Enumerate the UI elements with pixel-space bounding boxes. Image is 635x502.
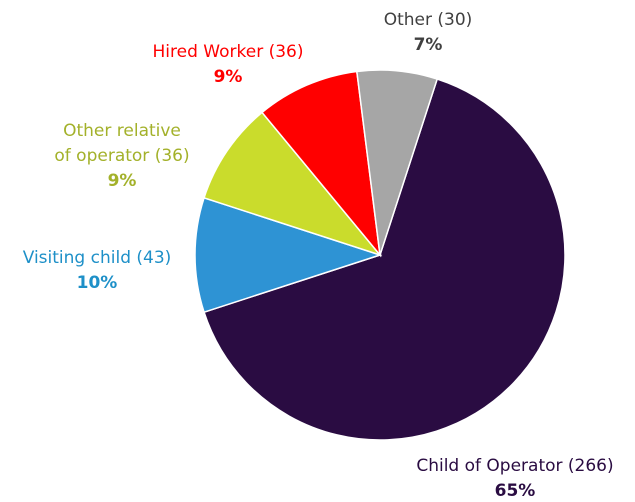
slice-value-label: 9% (214, 67, 243, 87)
slice-label: Other relative of operator (36) (54, 121, 189, 166)
pie-slice (355, 69, 439, 256)
pie-slice (194, 196, 383, 314)
pie-slice (261, 70, 382, 258)
slice-label: Visiting child (43) (23, 248, 172, 268)
pie-slice (203, 111, 383, 257)
slice-value-label: 7% (414, 35, 443, 55)
slice-value-label: 10% (77, 273, 118, 293)
slice-label: Child of Operator (266) (416, 456, 613, 476)
slice-label: Other (30) (384, 10, 473, 30)
slice-label: Hired Worker (36) (153, 42, 304, 62)
pie-slice (203, 78, 566, 441)
slice-value-label: 9% (108, 171, 137, 191)
slice-value-label: 65% (495, 481, 536, 501)
